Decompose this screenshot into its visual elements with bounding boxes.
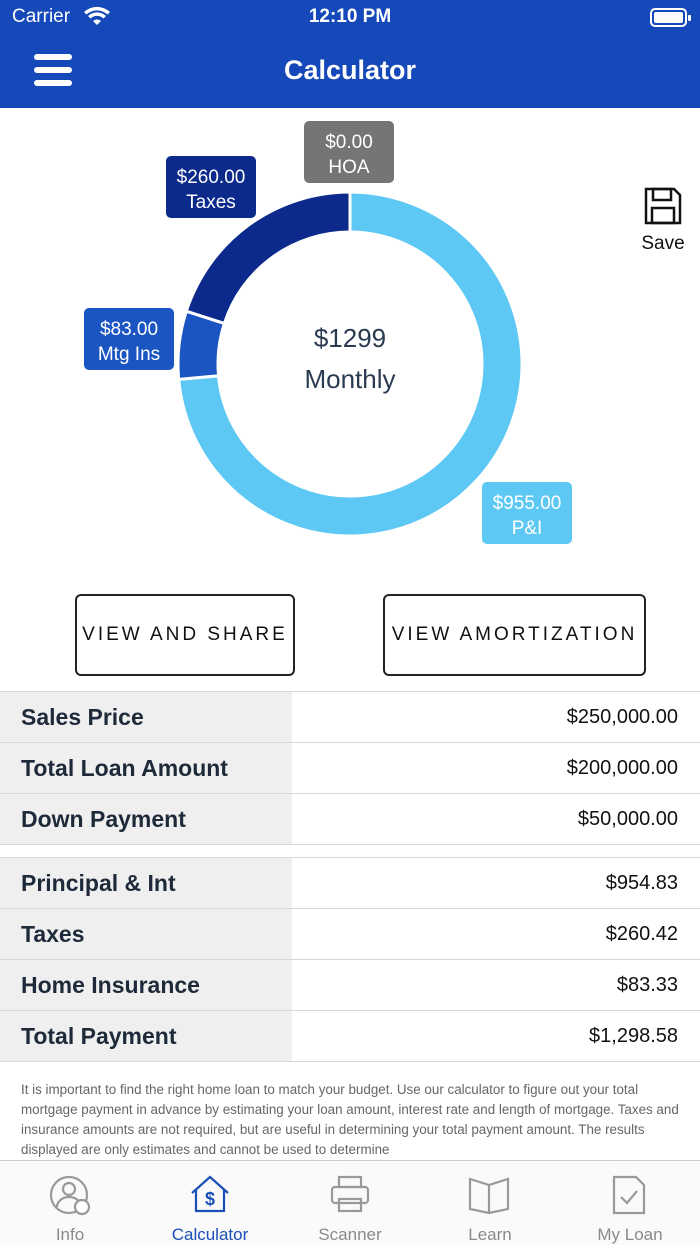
row-value: $1,298.58: [589, 1024, 678, 1047]
row-value: $200,000.00: [566, 756, 678, 779]
callout-value: $83.00: [100, 319, 158, 340]
loan-table: Sales Price $250,000.00 Total Loan Amount $…: [0, 691, 700, 845]
callout-box: [84, 308, 174, 370]
nav-title: Calculator: [283, 55, 417, 85]
row-label: Down Payment: [0, 794, 292, 844]
segment-callout: $955.00 P&I: [482, 482, 572, 544]
row-label: Principal & Int: [0, 858, 292, 908]
time: 12:10 PM: [308, 6, 392, 27]
payment-table: Principal & Int $954.83 Taxes $260.42 Home I…: [0, 857, 700, 1062]
tab-label[interactable]: Calculator: [171, 1225, 249, 1244]
row-value: $954.83: [605, 871, 678, 894]
table-row: Taxes $260.42: [0, 909, 700, 960]
save-button[interactable]: Save: [636, 186, 690, 255]
row-label: Taxes: [0, 909, 292, 959]
table-row: Home Insurance $83.33: [0, 960, 700, 1011]
row-label: Total Loan Amount: [0, 743, 292, 793]
row-value: $260.42: [605, 922, 678, 945]
save-icon: [644, 187, 682, 225]
row-label: Sales Price: [0, 692, 292, 742]
menu-button[interactable]: [34, 54, 72, 86]
callout-category: Mtg Ins: [98, 344, 160, 365]
row-value: $50,000.00: [577, 807, 678, 830]
segment-callout: $0.00 HOA: [304, 121, 394, 183]
tab-label[interactable]: Learn: [468, 1225, 512, 1244]
segment-callout: $83.00 Mtg Ins: [84, 308, 174, 370]
table-row: Sales Price $250,000.00: [0, 692, 700, 743]
callout-category: Taxes: [186, 192, 236, 213]
donut-segment: [177, 190, 524, 538]
table-row: Total Loan Amount $200,000.00: [0, 743, 700, 794]
center-label: Monthly: [304, 364, 395, 394]
tab-label[interactable]: My Loan: [597, 1225, 663, 1244]
view-amortization-button[interactable]: VIEW AMORTIZATION: [383, 594, 646, 676]
tab-bar: $ Info Calculator Scanner Learn My Loan: [0, 1160, 700, 1245]
table-row: Down Payment $50,000.00: [0, 794, 700, 845]
segment-callout: $260.00 Taxes: [166, 156, 256, 218]
callout-box: [482, 482, 572, 544]
header: Carrier 12:10 PM Calculator: [0, 0, 700, 108]
callout-category: HOA: [328, 157, 370, 178]
view-share-button[interactable]: VIEW AND SHARE: [75, 594, 295, 676]
table-row: Principal & Int $954.83: [0, 858, 700, 909]
carrier: Carrier: [12, 6, 71, 27]
tab-icons: $: [49, 1175, 646, 1216]
battery-icon: [650, 8, 691, 27]
wifi-icon: [84, 6, 110, 25]
row-value: $250,000.00: [566, 705, 678, 728]
callout-category: P&I: [512, 518, 543, 539]
callout-box: [304, 121, 394, 183]
save-label: Save: [641, 233, 685, 254]
svg-text:$: $: [205, 1189, 215, 1209]
row-label: Total Payment: [0, 1011, 292, 1061]
row-value: $83.33: [616, 973, 678, 996]
callout-box: [166, 156, 256, 218]
center-value: $1299: [314, 323, 386, 353]
callout-value: $260.00: [177, 167, 246, 188]
disclaimer: It is important to find the right home l…: [21, 1082, 679, 1157]
table-row: Total Payment $1,298.58: [0, 1011, 700, 1062]
row-label: Home Insurance: [0, 960, 292, 1010]
donut-chart: $1299 Monthly $955.00 P&I $83.00 Mtg Ins $26…: [84, 121, 572, 544]
callout-value: $955.00: [493, 493, 562, 514]
callout-value: $0.00: [325, 132, 373, 153]
tab-label[interactable]: Info: [55, 1225, 85, 1244]
tab-label[interactable]: Scanner: [318, 1225, 382, 1244]
